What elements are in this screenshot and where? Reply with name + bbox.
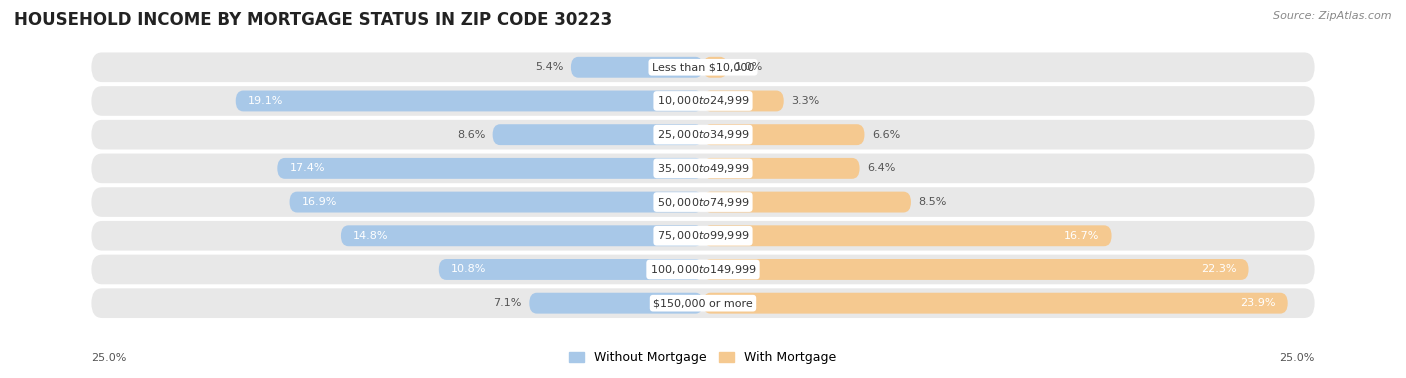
Text: 6.6%: 6.6% — [872, 130, 900, 139]
Text: 5.4%: 5.4% — [536, 62, 564, 72]
FancyBboxPatch shape — [492, 124, 703, 145]
FancyBboxPatch shape — [571, 57, 703, 78]
Text: 8.6%: 8.6% — [457, 130, 485, 139]
FancyBboxPatch shape — [91, 255, 1315, 284]
Text: 1.0%: 1.0% — [735, 62, 763, 72]
FancyBboxPatch shape — [91, 187, 1315, 217]
Text: $100,000 to $149,999: $100,000 to $149,999 — [650, 263, 756, 276]
Text: 7.1%: 7.1% — [494, 298, 522, 308]
Text: 19.1%: 19.1% — [247, 96, 284, 106]
FancyBboxPatch shape — [703, 57, 727, 78]
Text: 16.7%: 16.7% — [1064, 231, 1099, 241]
FancyBboxPatch shape — [91, 288, 1315, 318]
Text: $150,000 or more: $150,000 or more — [654, 298, 752, 308]
Text: 8.5%: 8.5% — [918, 197, 946, 207]
FancyBboxPatch shape — [439, 259, 703, 280]
FancyBboxPatch shape — [91, 221, 1315, 251]
Text: $75,000 to $99,999: $75,000 to $99,999 — [657, 229, 749, 242]
Text: 14.8%: 14.8% — [353, 231, 388, 241]
Text: $10,000 to $24,999: $10,000 to $24,999 — [657, 94, 749, 107]
Text: $35,000 to $49,999: $35,000 to $49,999 — [657, 162, 749, 175]
Text: 10.8%: 10.8% — [451, 265, 486, 274]
Text: 17.4%: 17.4% — [290, 163, 325, 174]
Text: 16.9%: 16.9% — [302, 197, 337, 207]
FancyBboxPatch shape — [91, 86, 1315, 116]
FancyBboxPatch shape — [703, 259, 1249, 280]
FancyBboxPatch shape — [236, 90, 703, 112]
Text: 23.9%: 23.9% — [1240, 298, 1275, 308]
FancyBboxPatch shape — [91, 53, 1315, 82]
FancyBboxPatch shape — [290, 192, 703, 212]
FancyBboxPatch shape — [529, 293, 703, 314]
FancyBboxPatch shape — [703, 192, 911, 212]
FancyBboxPatch shape — [703, 225, 1112, 246]
Text: 25.0%: 25.0% — [91, 353, 127, 363]
Text: 6.4%: 6.4% — [868, 163, 896, 174]
FancyBboxPatch shape — [340, 225, 703, 246]
FancyBboxPatch shape — [703, 158, 859, 179]
Text: 3.3%: 3.3% — [792, 96, 820, 106]
Text: 22.3%: 22.3% — [1201, 265, 1236, 274]
Text: $25,000 to $34,999: $25,000 to $34,999 — [657, 128, 749, 141]
Legend: Without Mortgage, With Mortgage: Without Mortgage, With Mortgage — [564, 346, 842, 369]
Text: Less than $10,000: Less than $10,000 — [652, 62, 754, 72]
Text: Source: ZipAtlas.com: Source: ZipAtlas.com — [1274, 11, 1392, 21]
FancyBboxPatch shape — [277, 158, 703, 179]
FancyBboxPatch shape — [703, 124, 865, 145]
FancyBboxPatch shape — [91, 153, 1315, 183]
FancyBboxPatch shape — [703, 293, 1288, 314]
Text: HOUSEHOLD INCOME BY MORTGAGE STATUS IN ZIP CODE 30223: HOUSEHOLD INCOME BY MORTGAGE STATUS IN Z… — [14, 11, 612, 29]
FancyBboxPatch shape — [91, 120, 1315, 149]
Text: $50,000 to $74,999: $50,000 to $74,999 — [657, 195, 749, 209]
Text: 25.0%: 25.0% — [1279, 353, 1315, 363]
FancyBboxPatch shape — [703, 90, 783, 112]
